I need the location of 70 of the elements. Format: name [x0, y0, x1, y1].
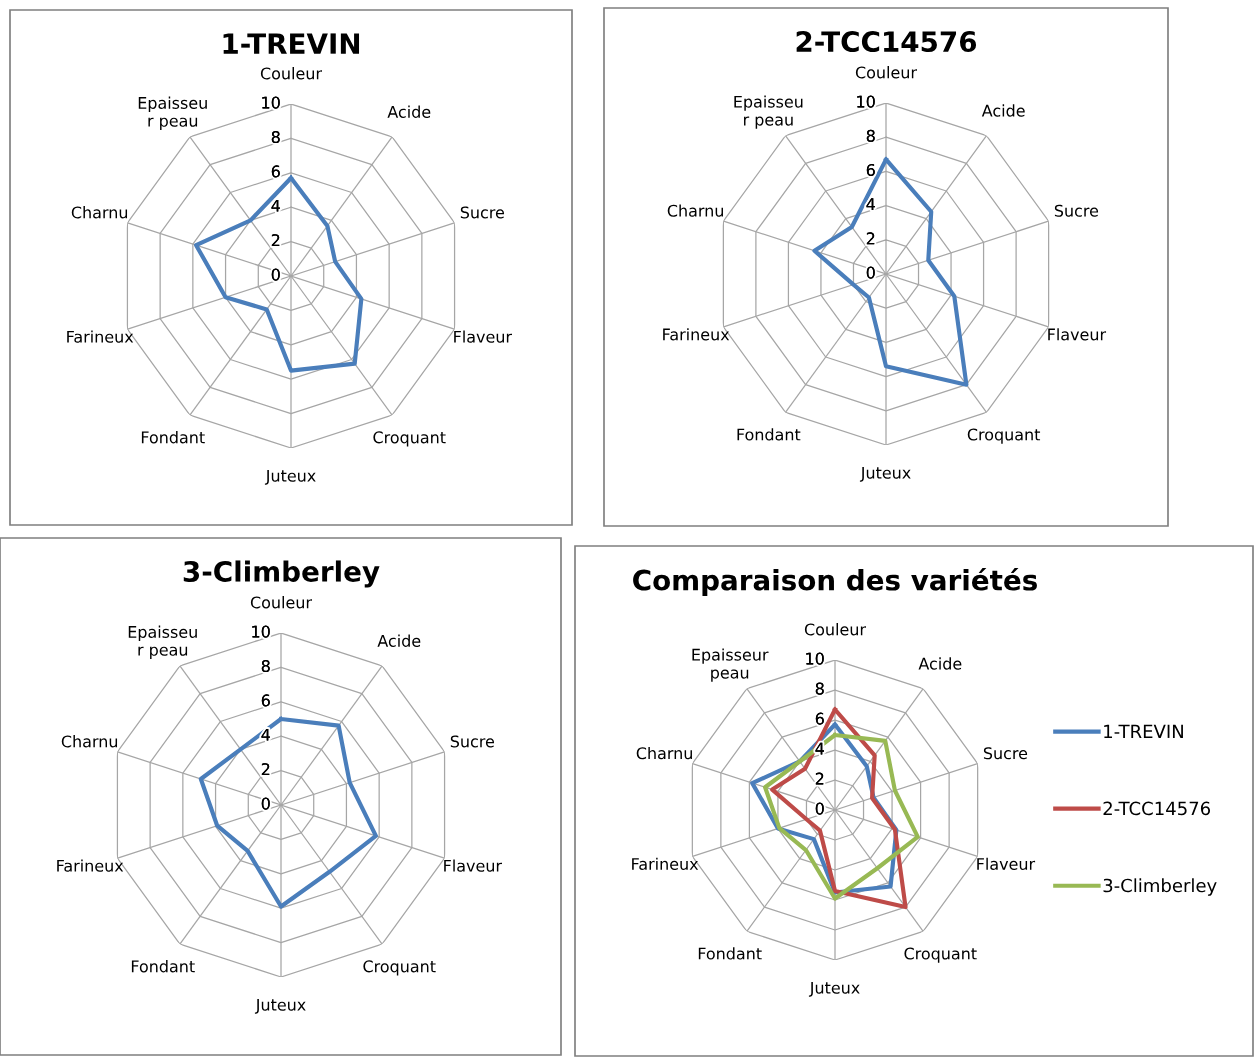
spoke-label: Croquant [373, 431, 446, 447]
y-tick-label: 8 [815, 682, 824, 695]
y-tick-label: 0 [261, 797, 270, 810]
spoke-label: Charnu [71, 206, 128, 219]
chart-title: 3-Climberley [183, 560, 380, 588]
spoke-label: Acide [918, 657, 962, 670]
y-tick-label: 6 [261, 694, 270, 707]
spoke-label: Sucre [1054, 204, 1099, 217]
y-tick-label: 2 [815, 772, 824, 785]
y-tick-label: 10 [262, 96, 280, 109]
spoke-label: Epaisseu r peau [138, 96, 207, 130]
spoke-label: Juteux [859, 466, 911, 482]
y-tick-label: 8 [261, 659, 270, 673]
spoke-label: Couleur [260, 67, 322, 80]
y-tick-label: 10 [857, 95, 875, 108]
spoke-label: Acide [377, 634, 421, 647]
y-tick-label: 0 [866, 266, 875, 279]
spoke-label: Fondant [141, 431, 205, 444]
chart-title: Comparaison des variétés [633, 568, 1037, 596]
spoke-label: Sucre [983, 747, 1028, 760]
spoke-label: Epaisseu r peau [734, 95, 803, 129]
legend-label: 1-TREVIN [1104, 724, 1183, 738]
spoke-label: Charnu [61, 735, 118, 748]
spoke-label: Sucre [450, 735, 495, 748]
spoke-label: Sucre [460, 206, 505, 219]
spoke-label: Acide [387, 105, 431, 118]
spoke-label: Couleur [855, 66, 917, 79]
legend-label: 2-TCC14576 [1103, 801, 1211, 816]
y-tick-label: 0 [271, 268, 280, 281]
y-tick-label: 4 [866, 198, 875, 211]
spoke-label: Fondant [698, 947, 762, 960]
spoke-label: Fondant [737, 428, 801, 441]
spoke-label: Charnu [636, 746, 692, 760]
y-tick-label: 2 [271, 234, 280, 247]
spoke-label: Juteux [254, 998, 306, 1014]
y-tick-label: 6 [815, 712, 824, 725]
y-tick-label: 8 [271, 130, 280, 144]
chart-title: 1-TREVIN [223, 33, 360, 54]
y-tick-label: 0 [815, 802, 824, 815]
spoke-label: Farineux [57, 859, 124, 872]
y-tick-label: 4 [271, 199, 280, 212]
spoke-label: Farineux [632, 857, 699, 870]
spoke-label: Farineux [67, 330, 134, 343]
y-tick-label: 10 [806, 652, 824, 665]
spoke-label: Juteux [808, 981, 860, 997]
spoke-label: Juteux [264, 469, 316, 485]
spoke-label: Acide [981, 104, 1025, 117]
spoke-label: Flaveur [1048, 328, 1107, 341]
spoke-label: Couleur [250, 596, 312, 609]
y-tick-label: 2 [866, 232, 875, 245]
spoke-label: Flaveur [977, 857, 1036, 870]
spoke-label: Flaveur [454, 330, 513, 343]
spoke-label: Epaisseu r peau [128, 625, 197, 659]
spoke-label: Couleur [804, 623, 866, 636]
legend-label: 3-Climberley [1103, 878, 1217, 896]
spoke-label: Fondant [131, 960, 195, 973]
chart-title: 2-TCC14576 [796, 31, 977, 53]
y-tick-label: 4 [261, 728, 270, 741]
y-tick-label: 6 [866, 163, 875, 177]
spoke-label: Epaisseur peau [692, 648, 769, 682]
y-tick-label: 8 [866, 129, 875, 142]
spoke-label: Croquant [904, 947, 977, 963]
spoke-label: Croquant [967, 428, 1041, 444]
y-tick-label: 10 [252, 625, 270, 638]
y-tick-label: 2 [261, 763, 270, 776]
spoke-label: Croquant [363, 960, 436, 976]
spoke-label: Charnu [667, 204, 723, 217]
y-tick-label: 6 [271, 165, 280, 178]
spoke-label: Farineux [663, 328, 730, 341]
spoke-label: Flaveur [444, 859, 503, 872]
